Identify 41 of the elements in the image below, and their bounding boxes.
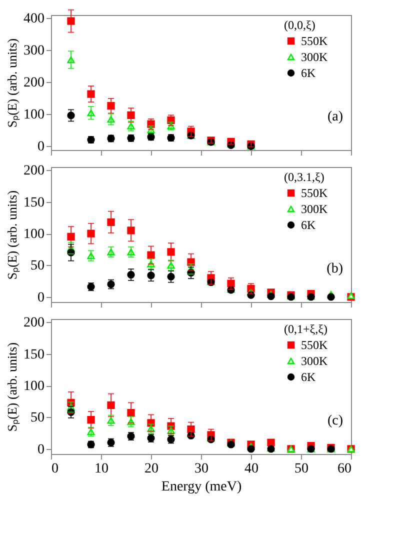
x-tick-label: 0	[52, 462, 58, 476]
y-tick-label: 150	[24, 347, 44, 362]
legend-label: 550K	[301, 338, 328, 352]
y-tick-label: 100	[24, 227, 44, 242]
legend-label: 300K	[301, 50, 328, 64]
y-tick-label: 50	[30, 410, 44, 426]
legend-title: (0,3.1,ξ)	[284, 170, 324, 184]
legend-title: (0,0,ξ)	[284, 18, 316, 32]
y-tick-label: 0	[38, 290, 44, 306]
y-tick-label: 0	[38, 140, 44, 155]
x-tick-label: 10	[94, 462, 108, 476]
legend-label: 6K	[301, 218, 316, 232]
y-tick-label: 100	[24, 379, 44, 394]
legend-label: 550K	[301, 186, 328, 200]
x-tick-label: 40	[244, 462, 258, 476]
legend-label: 6K	[301, 66, 316, 80]
y-tick-label: 150	[24, 195, 44, 210]
legend-label: 300K	[301, 202, 328, 216]
y-axis-title: Sₚ(E) (arb. units)	[4, 342, 20, 432]
y-tick-label: 400	[24, 12, 44, 27]
legend-label: 300K	[301, 354, 328, 368]
annotation: (b)	[326, 261, 344, 276]
legend-title: (0,1+ξ,ξ)	[284, 322, 328, 336]
y-tick-label: 100	[24, 108, 44, 123]
x-tick-label: 20	[144, 462, 158, 476]
y-tick-label: 300	[24, 44, 44, 59]
x-tick-label: 50	[294, 462, 308, 476]
y-axis-title: Sₚ(E) (arb. units)	[4, 38, 20, 128]
annotation: (a)	[327, 109, 344, 124]
y-tick-label: 0	[38, 442, 44, 458]
legend-label: 550K	[301, 34, 328, 48]
y-tick-label: 200	[24, 316, 44, 331]
x-axis-title: Energy (meV)	[161, 480, 242, 494]
y-tick-label: 200	[24, 76, 44, 91]
x-tick-label: 60	[338, 462, 352, 476]
x-tick-label: 30	[194, 462, 208, 476]
y-axis-title: Sₚ(E) (arb. units)	[4, 190, 20, 280]
y-tick-label: 50	[30, 258, 44, 274]
annotation: (c)	[327, 413, 344, 428]
y-tick-label: 200	[24, 164, 44, 179]
legend-label: 6K	[301, 370, 316, 384]
